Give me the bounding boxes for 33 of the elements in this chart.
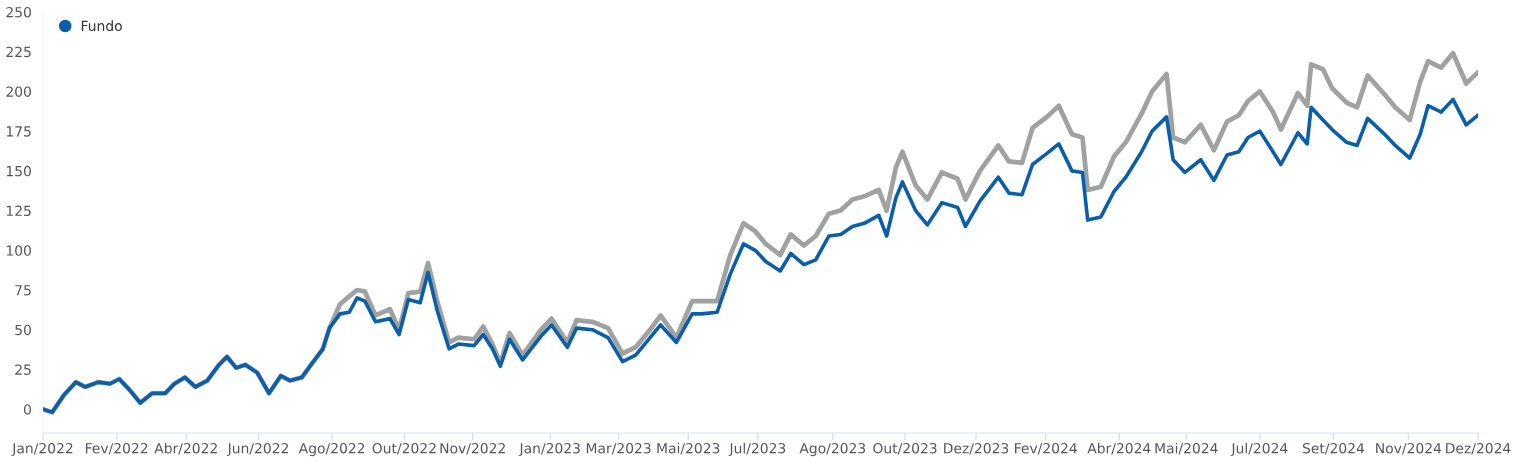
y-tick-label: 75 bbox=[15, 285, 31, 296]
y-tick-label: 250 bbox=[6, 6, 31, 18]
x-tick-label: Jun/2022 bbox=[226, 442, 288, 457]
x-tick-label: Fev/2022 bbox=[85, 442, 148, 455]
x-tick-label: Mai/2023 bbox=[657, 442, 720, 455]
y-tick-label: 150 bbox=[6, 165, 31, 177]
x-tick-label: Abr/2024 bbox=[1087, 442, 1151, 455]
x-tick-label: Nov/2024 bbox=[1376, 442, 1442, 455]
y-tick-label: 25 bbox=[15, 364, 31, 375]
y-tick-label: 200 bbox=[6, 86, 31, 97]
x-tick-label: Abr/2022 bbox=[154, 442, 217, 455]
x-tick-label: Jul/2023 bbox=[728, 442, 786, 457]
y-tick-label: 125 bbox=[6, 205, 31, 217]
legend-label: Fundo bbox=[81, 20, 122, 32]
x-tick-label: Ago/2022 bbox=[298, 442, 365, 457]
y-tick-label: 225 bbox=[6, 46, 31, 58]
y-tick-label: 0 bbox=[23, 404, 31, 415]
x-tick-label: Jan/2022 bbox=[11, 442, 73, 457]
x-tick-label: Nov/2022 bbox=[440, 442, 505, 455]
x-tick-label: Fev/2024 bbox=[1015, 442, 1077, 455]
x-tick-label: Mar/2023 bbox=[586, 442, 651, 455]
y-tick-label: 100 bbox=[6, 245, 31, 256]
x-tick-label: Jul/2024 bbox=[1230, 442, 1288, 457]
x-tick-label: Mai/2024 bbox=[1155, 442, 1218, 455]
x-tick-label: Dez/2023 bbox=[944, 442, 1009, 455]
y-tick-label: 50 bbox=[15, 324, 31, 336]
x-tick-label: Out/2022 bbox=[372, 442, 436, 455]
x-tick-label: Jan/2023 bbox=[518, 442, 580, 457]
x-tick-label: Ago/2023 bbox=[799, 442, 866, 457]
x-tick-label: Dez/2024 bbox=[1446, 442, 1511, 455]
x-tick-label: Out/2023 bbox=[873, 442, 937, 455]
y-tick-label: 175 bbox=[6, 126, 31, 137]
x-tick-label: Set/2024 bbox=[1302, 442, 1365, 455]
